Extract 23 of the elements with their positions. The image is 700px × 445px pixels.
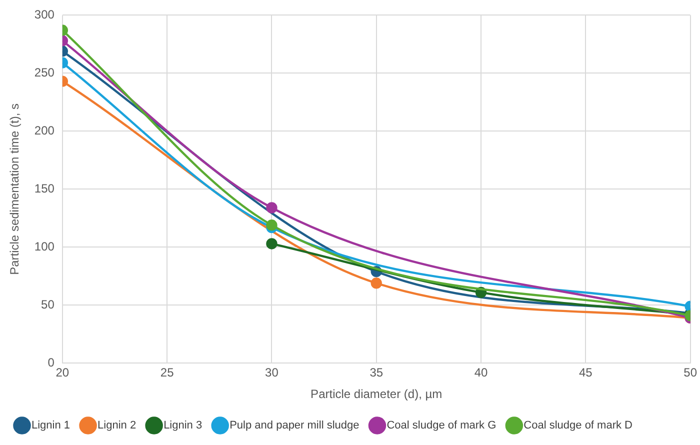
y-tick-label: 300	[34, 8, 55, 22]
y-tick-label: 0	[48, 356, 55, 370]
legend-label: Coal sludge of mark G	[386, 420, 496, 432]
x-tick-label: 45	[578, 366, 593, 380]
point	[266, 238, 278, 250]
x-tick-label: 20	[56, 366, 70, 380]
x-axis-title: Particle diameter (d), µm	[310, 387, 442, 402]
y-tick-label: 100	[34, 240, 55, 254]
x-tick-label: 30	[265, 366, 279, 380]
y-tick-label: 150	[34, 182, 55, 196]
x-tick-label: 40	[474, 366, 488, 380]
y-tick-label: 50	[41, 298, 55, 312]
legend-label: Lignin 3	[164, 420, 202, 432]
y-tick-label: 200	[34, 124, 55, 138]
legend-label: Lignin 1	[32, 420, 70, 432]
y-tick-label: 250	[34, 66, 55, 80]
x-tick-label: 25	[160, 366, 174, 380]
legend-label: Coal sludge of mark D	[524, 420, 633, 432]
y-axis-title: Particle sedimentation time (t), s	[8, 103, 22, 275]
x-tick-label: 50	[684, 366, 698, 380]
legend-label: Lignin 2	[98, 420, 136, 432]
x-tick-label: 35	[370, 366, 384, 380]
legend-label: Pulp and paper mill sludge	[230, 420, 360, 432]
